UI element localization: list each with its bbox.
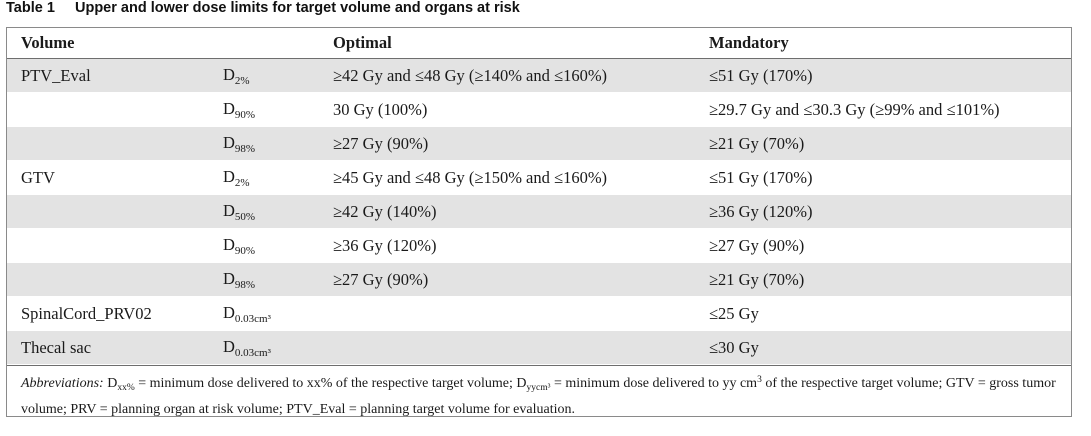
metric-base: D — [223, 336, 235, 356]
cell-metric: D50% — [223, 194, 333, 229]
metric-base: D — [223, 268, 235, 288]
cell-volume — [7, 126, 223, 161]
cell-mandatory: ≤51 Gy (170%) — [709, 58, 1071, 93]
cell-optimal: ≥36 Gy (120%) — [333, 235, 437, 255]
cell-optimal: ≥45 Gy and ≤48 Gy (≥150% and ≤160%) — [333, 167, 608, 187]
table-title: Upper and lower dose limits for target v… — [75, 0, 520, 16]
cell-volume — [7, 262, 223, 297]
table-row: GTV D2% ≥45 Gy and ≤48 Gy (≥150% and ≤160%… — [7, 161, 1071, 195]
metric-subscript: 90% — [234, 108, 256, 121]
cell-volume — [7, 229, 223, 263]
cell-metric: D98% — [223, 126, 333, 161]
metric-subscript: 50% — [234, 210, 256, 223]
cell-optimal — [333, 330, 709, 365]
metric-base: D — [223, 132, 235, 152]
table-number: Table 1 — [6, 0, 55, 16]
table-frame: Volume Optimal Mandatory PTV_Eval D2% ≥42 … — [6, 27, 1072, 417]
abbrev-rest: of the respective target volume; GTV = g… — [21, 376, 1056, 417]
cell-volume: Thecal sac — [7, 330, 223, 365]
cell-metric: D90% — [223, 229, 333, 263]
metric-subscript: 90% — [234, 244, 256, 257]
cell-volume: PTV_Eval — [7, 58, 223, 93]
cell-mandatory: ≤30 Gy — [709, 330, 1071, 365]
table-caption: Table 1 Upper and lower dose limits for t… — [6, 0, 520, 20]
header-optimal: Optimal — [333, 28, 709, 59]
abbrev-d2-base: D — [516, 376, 527, 391]
cell-metric: D0.03cm³ — [223, 297, 333, 331]
header-mandatory: Mandatory — [709, 28, 1071, 59]
header-row: Volume Optimal Mandatory — [7, 28, 1071, 59]
cell-metric: D98% — [223, 262, 333, 297]
abbrev-d2-sup: 3 — [757, 375, 762, 385]
cell-metric: D2% — [223, 58, 333, 93]
cell-optimal: ≥27 Gy (90%) — [333, 126, 709, 161]
metric-base: D — [223, 234, 235, 254]
cell-metric: D90% — [223, 93, 333, 127]
table-row: D90% ≥36 Gy (120%) ≥27 Gy (90%) — [7, 229, 1071, 263]
cell-optimal: ≥42 Gy (140%) — [333, 194, 709, 229]
cell-optimal — [333, 297, 709, 331]
abbrev-d2-def: = minimum dose delivered to yy cm — [550, 376, 758, 391]
cell-volume — [7, 194, 223, 229]
metric-subscript: 98% — [234, 278, 256, 291]
table-body: PTV_Eval D2% ≥42 Gy and ≤48 Gy (≥140% and … — [7, 58, 1071, 365]
abbreviations-label: Abbreviations: — [21, 376, 104, 391]
abbreviations-note: Abbreviations: Dxx% = minimum dose deliv… — [7, 365, 1071, 417]
abbrev-d1-sub: xx% — [117, 383, 135, 393]
table-row: D98% ≥27 Gy (90%) ≥21 Gy (70%) — [7, 262, 1071, 297]
cell-mandatory: ≥21 Gy (70%) — [709, 126, 1071, 161]
metric-subscript: 0.03cm³ — [234, 346, 271, 359]
table-row: Thecal sac D0.03cm³ ≤30 Gy — [7, 330, 1071, 365]
cell-mandatory: ≥29.7 Gy and ≤30.3 Gy (≥99% and ≤101%) — [709, 99, 1000, 119]
metric-base: D — [223, 200, 235, 220]
metric-subscript: 2% — [234, 176, 250, 189]
header-volume: Volume — [7, 28, 223, 59]
table-row: D90% 30 Gy (100%) ≥29.7 Gy and ≤30.3 Gy (≥… — [7, 93, 1071, 127]
cell-optimal: 30 Gy (100%) — [333, 99, 428, 119]
abbrev-d1-def: = minimum dose delivered to xx% of the r… — [134, 376, 517, 391]
cell-optimal: ≥27 Gy (90%) — [333, 262, 709, 297]
metric-subscript: 2% — [234, 74, 250, 87]
cell-metric: D0.03cm³ — [223, 330, 333, 365]
cell-volume — [7, 93, 223, 127]
dose-limits-table: Volume Optimal Mandatory PTV_Eval D2% ≥42 … — [7, 28, 1071, 365]
cell-mandatory: ≥21 Gy (70%) — [709, 262, 1071, 297]
metric-subscript: 0.03cm³ — [234, 312, 271, 325]
table-row: D50% ≥42 Gy (140%) ≥36 Gy (120%) — [7, 194, 1071, 229]
metric-base: D — [223, 166, 235, 186]
cell-mandatory: ≥36 Gy (120%) — [709, 194, 1071, 229]
metric-base: D — [223, 64, 235, 84]
abbrev-d2-sub: yycm³ — [526, 383, 551, 393]
cell-optimal: ≥42 Gy and ≤48 Gy (≥140% and ≤160%) — [333, 58, 709, 93]
table-row: PTV_Eval D2% ≥42 Gy and ≤48 Gy (≥140% and … — [7, 58, 1071, 93]
cell-metric: D2% — [223, 161, 333, 195]
metric-base: D — [223, 98, 235, 118]
cell-volume: SpinalCord_PRV02 — [21, 303, 152, 323]
header-metric — [223, 28, 333, 59]
metric-subscript: 98% — [234, 142, 256, 155]
cell-mandatory: ≤51 Gy (170%) — [709, 167, 813, 187]
cell-mandatory: ≥27 Gy (90%) — [709, 235, 805, 255]
cell-volume: GTV — [21, 167, 55, 187]
metric-base: D — [223, 302, 235, 322]
abbrev-d1-base: D — [107, 376, 118, 391]
table-row: D98% ≥27 Gy (90%) ≥21 Gy (70%) — [7, 126, 1071, 161]
table-row: SpinalCord_PRV02 D0.03cm³ ≤25 Gy — [7, 297, 1071, 331]
cell-mandatory: ≤25 Gy — [709, 303, 759, 323]
